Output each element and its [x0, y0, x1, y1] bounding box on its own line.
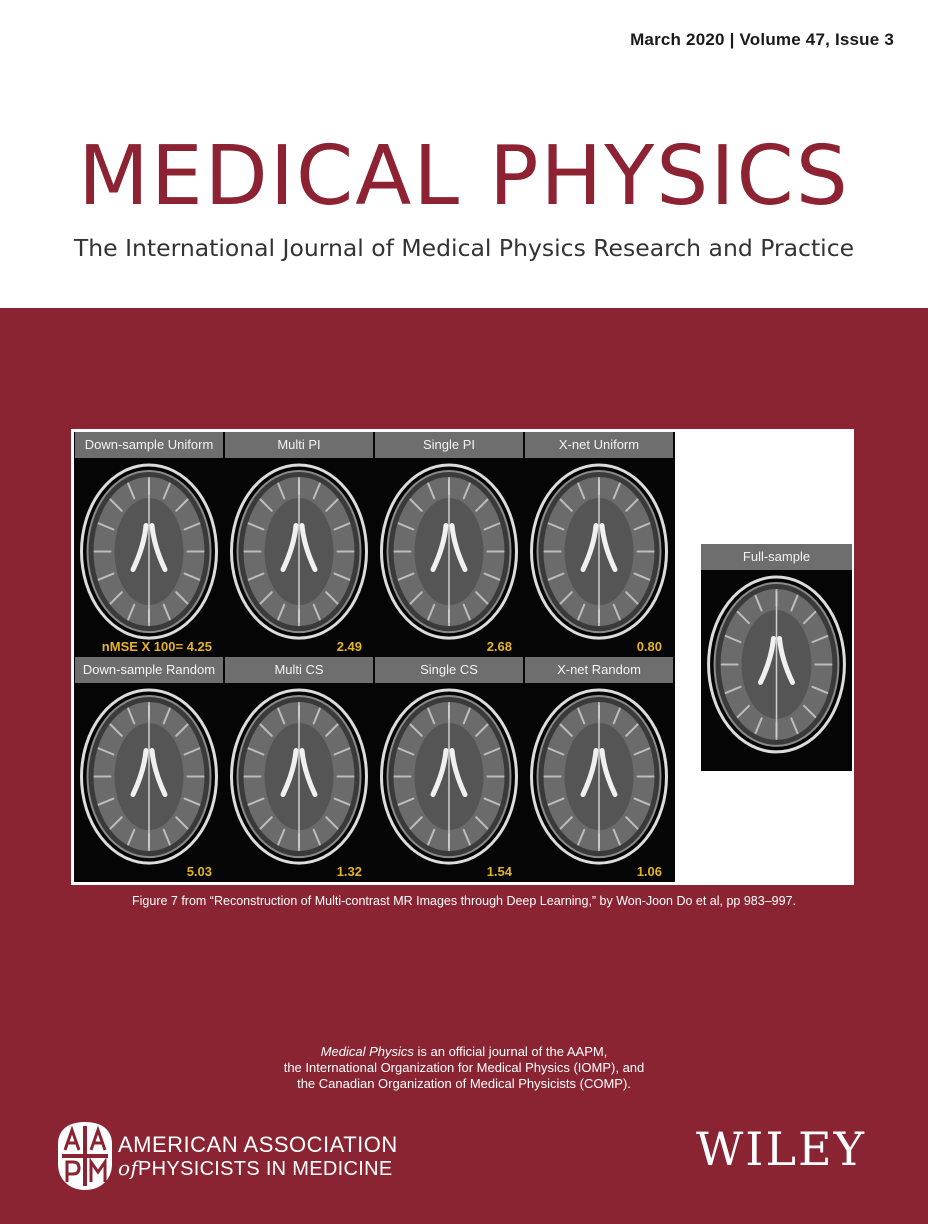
mr-panel: Down-sample Uniform nMSE X 100= 4.25 [74, 432, 224, 657]
brain-scan-image [230, 463, 368, 640]
publisher-logo: WILEY [696, 1122, 866, 1176]
mr-panel: X-net Uniform 0.80 [524, 432, 674, 657]
panel-label: X-net Uniform [525, 432, 673, 458]
panel-label: Multi CS [225, 657, 373, 683]
mr-panel: Single PI 2.68 [374, 432, 524, 657]
mr-panel: Single CS 1.54 [374, 657, 524, 882]
figure-caption: Figure 7 from “Reconstruction of Multi-c… [132, 894, 796, 908]
nmse-score: 2.49 [336, 639, 362, 654]
nmse-score: 0.80 [636, 639, 662, 654]
affiliation-line-1: is an official journal of the AAPM, [413, 1044, 608, 1059]
brain-scan-image [530, 688, 668, 865]
issue-volume: Volume 47, Issue 3 [739, 30, 894, 49]
brain-scan-image [80, 463, 218, 640]
aapm-name-line-2: ofPHYSICISTS IN MEDICINE [118, 1156, 392, 1181]
panel-label: Down-sample Uniform [75, 432, 223, 458]
aapm-name-rest: PHYSICISTS IN MEDICINE [138, 1158, 393, 1180]
panel-label: Down-sample Random [75, 657, 223, 683]
mr-panel: X-net Random 1.06 [524, 657, 674, 882]
mr-image-grid: Down-sample Uniform nMSE X 100= 4.25 Mul… [74, 432, 675, 882]
nmse-score: 1.06 [636, 864, 662, 879]
mr-panel: Down-sample Random 5.03 [74, 657, 224, 882]
panel-label: Multi PI [225, 432, 373, 458]
aapm-of: of [118, 1156, 139, 1180]
journal-title: MEDICAL PHYSICS [78, 129, 850, 224]
full-sample-panel: Full-sample [701, 544, 852, 771]
panel-label: Single CS [375, 657, 523, 683]
affiliation-line-3: the Canadian Organization of Medical Phy… [297, 1076, 631, 1091]
mr-panel: Multi PI 2.49 [224, 432, 374, 657]
brain-scan-image [80, 688, 218, 865]
affiliation-note: Medical Physics is an official journal o… [0, 1044, 928, 1092]
nmse-score: 5.03 [186, 864, 212, 879]
affiliation-line-2: the International Organization for Medic… [283, 1060, 645, 1075]
issue-date: March 2020 [630, 30, 725, 49]
panel-label: Full-sample [701, 544, 852, 570]
brain-scan-image [380, 688, 518, 865]
brain-scan-image [530, 463, 668, 640]
nmse-score: 1.54 [486, 864, 512, 879]
journal-subtitle: The International Journal of Medical Phy… [73, 234, 855, 262]
aapm-name-line-1: AMERICAN ASSOCIATION [118, 1132, 398, 1157]
aapm-emblem-icon [58, 1122, 112, 1190]
journal-name-italic: Medical Physics [320, 1044, 414, 1059]
panel-label: Single PI [375, 432, 523, 458]
panel-label: X-net Random [525, 657, 673, 683]
nmse-score: nMSE X 100= 4.25 [101, 639, 212, 654]
cover-figure: Down-sample Uniform nMSE X 100= 4.25 Mul… [71, 429, 854, 885]
nmse-score: 2.68 [486, 639, 512, 654]
brain-scan-image [230, 688, 368, 865]
nmse-score: 1.32 [336, 864, 362, 879]
brain-scan-image [707, 575, 846, 754]
issue-separator: | [729, 30, 735, 49]
issue-info: March 2020 | Volume 47, Issue 3 [630, 30, 894, 50]
brain-scan-image [380, 463, 518, 640]
mr-panel: Multi CS 1.32 [224, 657, 374, 882]
